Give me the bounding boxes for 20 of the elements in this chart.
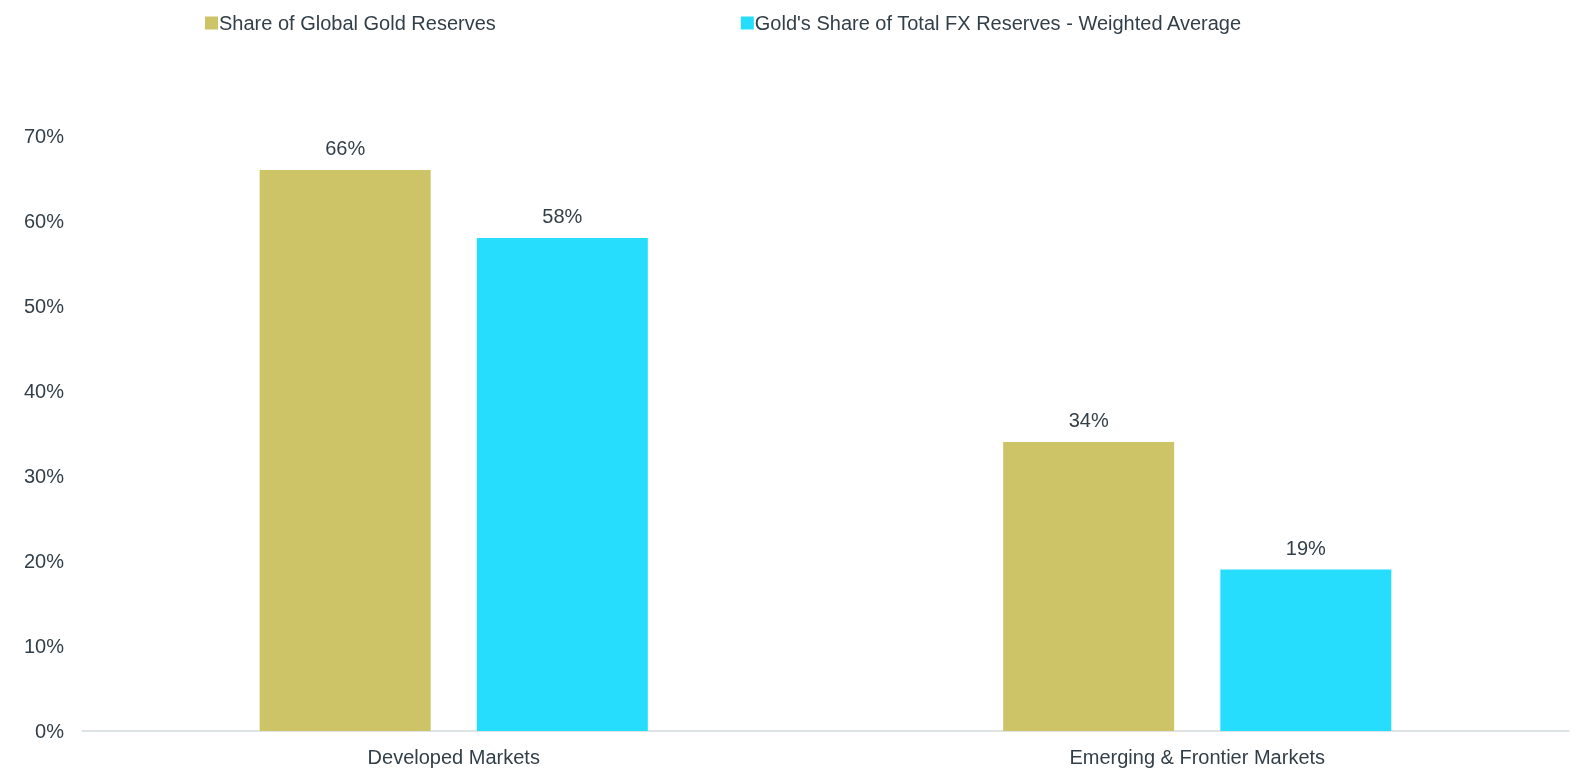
- x-tick-label: Emerging & Frontier Markets: [1069, 746, 1326, 768]
- data-label: 66%: [325, 137, 366, 159]
- y-tick-label: 20%: [23, 550, 65, 572]
- y-tick-label: 10%: [23, 635, 65, 657]
- y-tick-label: 0%: [35, 720, 65, 742]
- legend-label: Share of Global Gold Reserves: [219, 12, 496, 34]
- bar: [259, 170, 431, 731]
- bar: [476, 238, 648, 731]
- x-tick-label: Developed Markets: [367, 746, 540, 768]
- y-tick-label: 40%: [23, 380, 65, 402]
- y-tick-label: 60%: [23, 210, 65, 232]
- bar: [1003, 442, 1175, 731]
- y-tick-label: 70%: [23, 125, 65, 147]
- data-label: 19%: [1285, 536, 1327, 559]
- y-tick-label: 30%: [23, 465, 65, 487]
- data-label: 34%: [1068, 409, 1109, 431]
- y-tick-label: 50%: [23, 295, 65, 317]
- data-label: 58%: [542, 205, 583, 227]
- bar: [1220, 569, 1392, 731]
- legend-label: Gold's Share of Total FX Reserves - Weighted Average: [754, 12, 1242, 34]
